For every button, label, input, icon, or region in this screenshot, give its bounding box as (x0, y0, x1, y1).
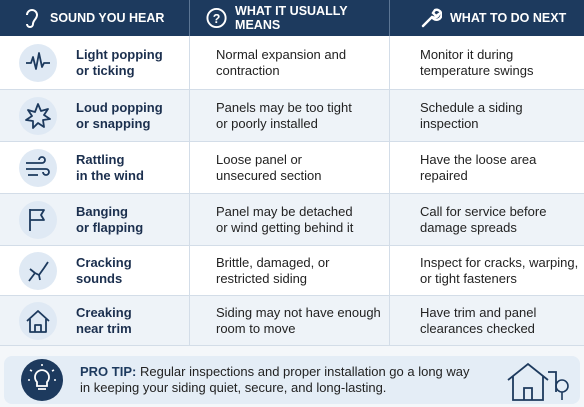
table-cell: Light popping or ticking (0, 36, 190, 89)
table-cell: Normal expansion and contraction (190, 36, 390, 89)
tip-line: in keeping your siding quiet, secure, an… (80, 380, 387, 395)
table-row: Light popping or ticking Normal expansion … (0, 36, 584, 90)
cell-line: Banging (76, 203, 128, 219)
table-cell: Loose panel or unsecured section (190, 142, 390, 193)
cell-line: restricted siding (216, 270, 308, 286)
header-text: SOUND YOU HEAR (50, 11, 165, 25)
icon-bg (19, 301, 57, 340)
sound-icon (19, 301, 57, 340)
tip-label: PRO TIP: (80, 364, 137, 379)
cell-line: Brittle, damaged, or (216, 254, 330, 270)
cell-line: or flapping (76, 219, 144, 235)
table-row: Banging or flapping Panel may be detached o… (0, 194, 584, 246)
cell-line: inspection (420, 115, 479, 131)
table-cell: Inspect for cracks, warping, or tight fas… (390, 246, 584, 295)
table-cell: Have trim and panel clearances checked (390, 296, 584, 345)
ear-icon (26, 9, 39, 28)
table-row: Rattling in the wind Loose panel or unsecur… (0, 142, 584, 194)
table-row: Loud popping or snapping Panels may be too… (0, 90, 584, 142)
table-cell: Banging or flapping (0, 194, 190, 245)
table-cell: Cracking sounds (0, 246, 190, 295)
cell-line: clearances checked (420, 320, 535, 336)
cell-line: Have trim and panel (420, 304, 537, 320)
header-cell: WHAT TO DO NEXT (390, 0, 584, 36)
table-row: Cracking sounds Brittle, damaged, or restri… (0, 246, 584, 296)
table-cell: Schedule a siding inspection (390, 90, 584, 141)
header-cell: SOUND YOU HEAR (0, 0, 190, 36)
table-cell: Have the loose area repaired (390, 142, 584, 193)
bulb-icon (21, 359, 63, 401)
tip-text: PRO TIP: Regular inspections and proper … (80, 364, 470, 396)
cell-line: or ticking (76, 62, 135, 78)
sound-icon (19, 96, 57, 135)
cell-line: near trim (76, 320, 132, 336)
table-cell: Call for service before damage spreads (390, 194, 584, 245)
header-text: WHAT IT USUALLY MEANS (235, 4, 348, 32)
header-text: WHAT TO DO NEXT (450, 11, 567, 25)
sound-icon (19, 43, 57, 82)
cell-line: Creaking (76, 304, 132, 320)
cell-line: or tight fasteners (420, 270, 517, 286)
cell-line: repaired (420, 167, 468, 183)
icon-bg (19, 251, 57, 290)
cell-line: Rattling (76, 151, 125, 167)
cell-line: or wind getting behind it (216, 219, 354, 235)
wrench-icon (421, 8, 442, 28)
icon-glyph (26, 309, 50, 333)
table-cell: Monitor it during temperature swings (390, 36, 584, 89)
cell-line: Loose panel or (216, 151, 303, 167)
pro-tip: PRO TIP: Regular inspections and proper … (4, 356, 580, 404)
cell-line: Panel may be detached (216, 203, 353, 219)
icon-glyph (26, 51, 50, 70)
icon-glyph (29, 208, 45, 231)
cell-line: damage spreads (420, 219, 517, 235)
cell-line: Light popping (76, 46, 163, 62)
cell-line: Cracking (76, 254, 132, 270)
header-cell: ? WHAT IT USUALLY MEANS (190, 0, 390, 36)
house-icon (507, 362, 569, 401)
cell-line: Normal expansion and (216, 46, 347, 62)
table-cell: Panel may be detached or wind getting beh… (190, 194, 390, 245)
table-cell: Panels may be too tight or poorly install… (190, 90, 390, 141)
table-cell: Siding may not have enough room to move (190, 296, 390, 345)
svg-text:?: ? (213, 12, 221, 26)
table-row: Creaking near trim Siding may not have eno… (0, 296, 584, 346)
cell-line: Schedule a siding (420, 99, 523, 115)
cell-line: Inspect for cracks, warping, (420, 254, 579, 270)
icon-glyph (28, 261, 49, 282)
sound-icon (19, 200, 57, 239)
cell-line: Call for service before (420, 203, 547, 219)
cell-line: Panels may be too tight (216, 99, 352, 115)
sound-icon (19, 251, 57, 290)
tip-line: Regular inspections and proper installat… (139, 364, 470, 379)
table-cell: Loud popping or snapping (0, 90, 190, 141)
cell-line: temperature swings (420, 62, 534, 78)
cell-line: Monitor it during (420, 46, 514, 62)
cell-line: room to move (216, 320, 296, 336)
icon-bg (19, 148, 57, 187)
cell-line: Siding may not have enough (216, 304, 381, 320)
cell-line: sounds (76, 270, 123, 286)
question-icon: ? (206, 7, 227, 29)
cell-line: Have the loose area (420, 151, 537, 167)
icon-bg (19, 96, 57, 135)
icon-glyph (26, 155, 50, 176)
icon-glyph (25, 102, 51, 129)
cell-line: or poorly installed (216, 115, 318, 131)
table-cell: Brittle, damaged, or restricted siding (190, 246, 390, 295)
cell-line: unsecured section (216, 167, 322, 183)
cell-line: in the wind (76, 167, 144, 183)
table-cell: Creaking near trim (0, 296, 190, 345)
cell-line: Loud popping (76, 99, 163, 115)
cell-line: or snapping (76, 115, 151, 131)
sound-icon (19, 148, 57, 187)
table-cell: Rattling in the wind (0, 142, 190, 193)
cell-line: contraction (216, 62, 280, 78)
